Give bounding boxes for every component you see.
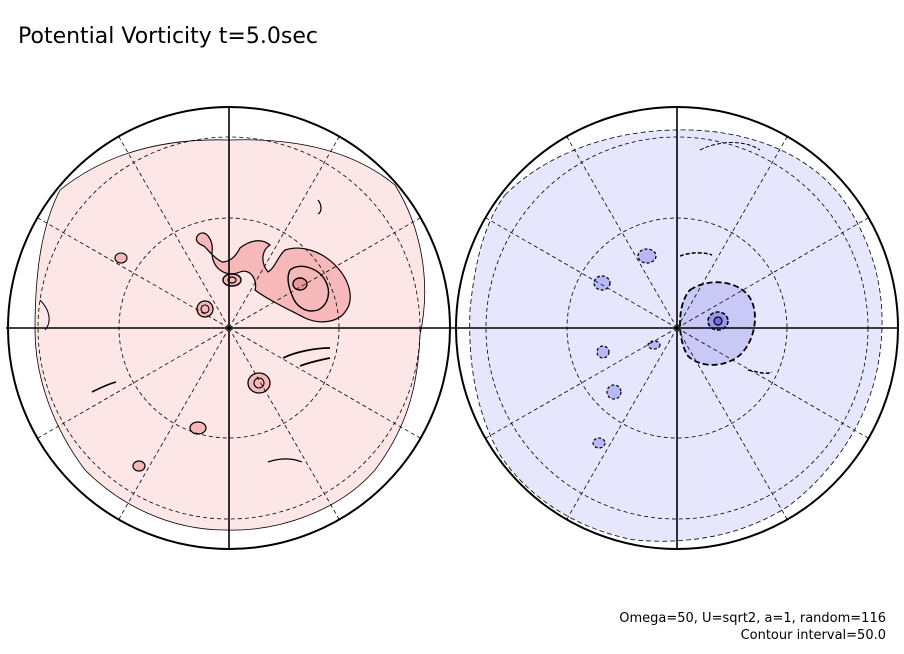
small-vortex — [114, 252, 128, 264]
small-vortex — [189, 421, 207, 435]
right-hemisphere — [469, 107, 883, 549]
small-vortex — [606, 384, 622, 400]
negative-region-fill — [469, 129, 883, 542]
positive-region-fill — [34, 139, 426, 531]
small-vortex — [647, 340, 661, 350]
parameters-label: Omega=50, U=sqrt2, a=1, random=116 — [619, 611, 886, 626]
contour-interval-label: Contour interval=50.0 — [740, 628, 886, 643]
small-vortex — [247, 372, 271, 394]
small-vortex — [132, 460, 146, 472]
small-vortex — [593, 275, 611, 291]
vortex-inner-contour — [287, 265, 330, 312]
small-vortex — [196, 300, 214, 318]
small-vortex — [592, 437, 606, 449]
small-vortex — [637, 248, 657, 264]
vortex-core — [292, 277, 308, 291]
plot-footer: Omega=50, U=sqrt2, a=1, random=116 Conto… — [619, 610, 886, 644]
plot-title: Potential Vorticity t=5.0sec — [18, 24, 318, 49]
small-vortex — [596, 345, 610, 359]
